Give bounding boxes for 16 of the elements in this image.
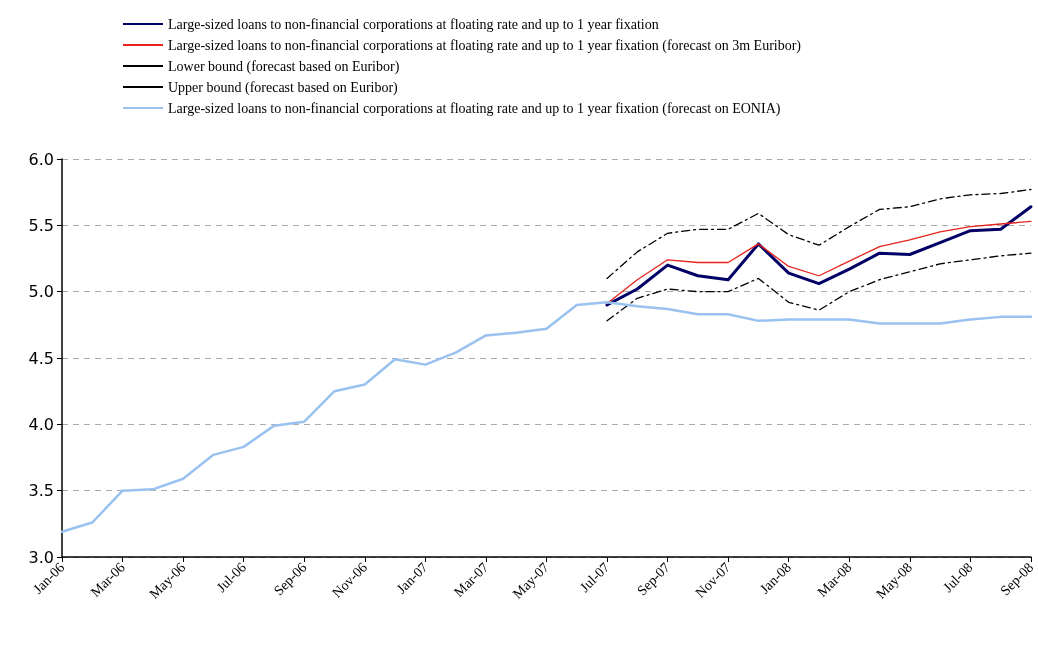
y-tick-label: 4.0 [28,414,54,434]
line-series [60,301,1033,534]
line-series [605,205,1033,307]
legend-label: Large-sized loans to non-financial corporations at floating rate and up to 1 year fixation (forecast on EONIA) [168,100,781,117]
y-tick-label: 6.0 [28,149,54,169]
line-series [606,188,1032,280]
legend-label: Upper bound (forecast based on Euribor) [168,79,399,96]
y-tick-label: 5.0 [28,282,54,302]
legend-label: Large-sized loans to non-financial corporations at floating rate and up to 1 year fixation [168,16,659,32]
y-tick-label: 3.0 [28,547,54,567]
legend-label: Lower bound (forecast based on Euribor) [168,58,400,75]
line-series [606,252,1032,322]
y-tick-label: 4.5 [28,348,54,368]
legend-label: Large-sized loans to non-financial corporations at floating rate and up to 1 year fixation (forecast on 3m Euribor) [168,37,802,54]
y-tick-label: 5.5 [28,215,54,235]
y-tick-label: 3.5 [28,481,54,501]
